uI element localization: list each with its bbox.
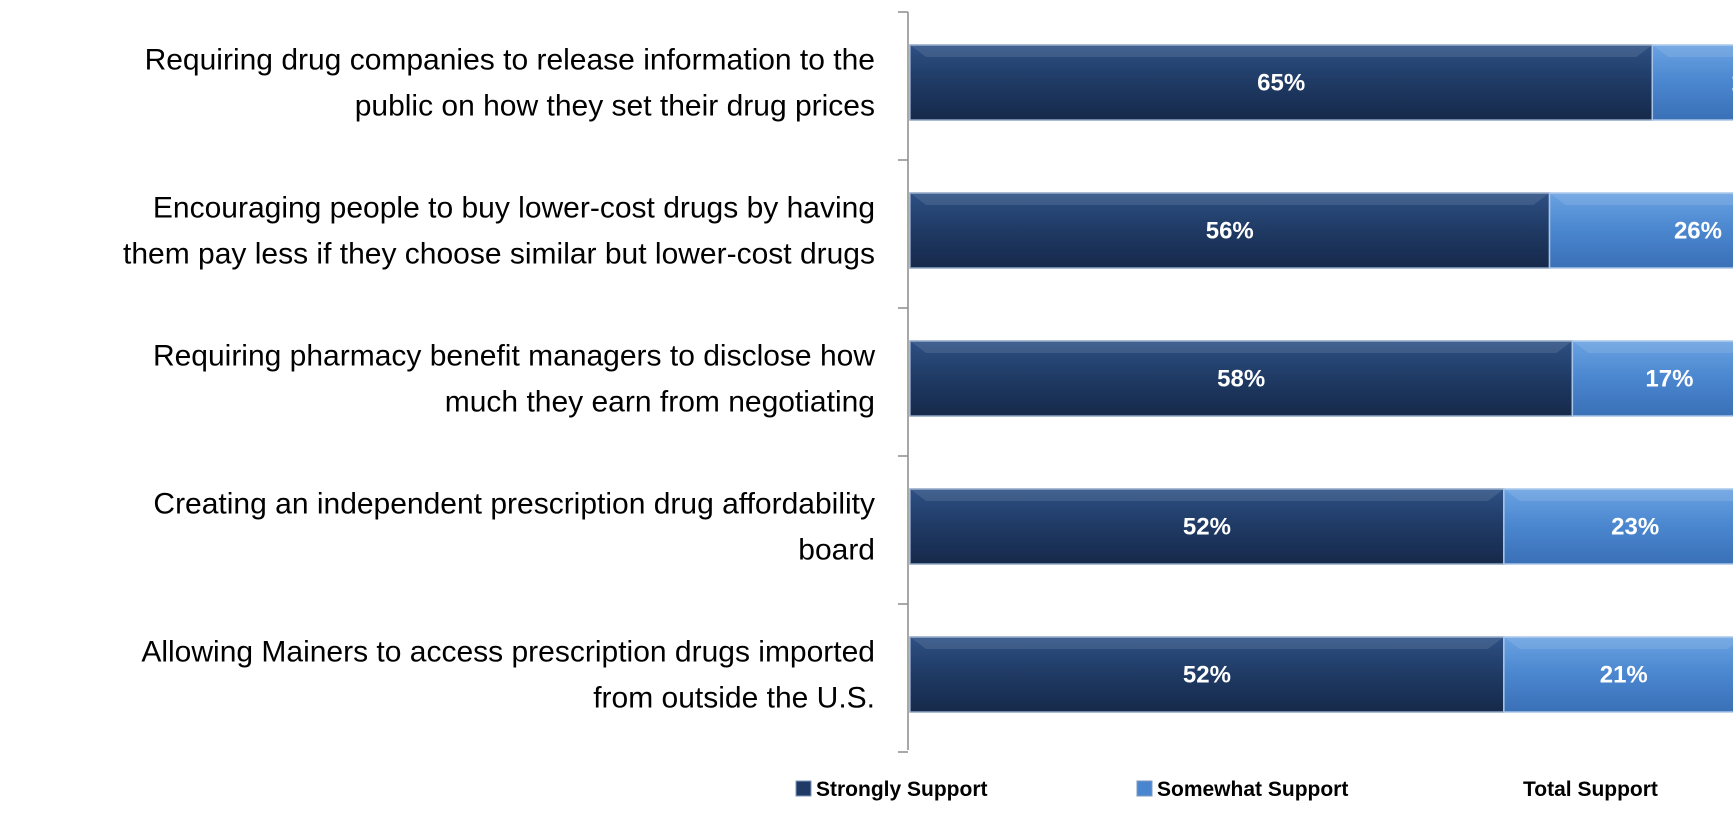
category-label: Creating an independent prescription dru… <box>153 488 875 521</box>
bar-bevel <box>1549 193 1733 205</box>
bar-strongly-support <box>909 636 1505 713</box>
bar-bevel <box>910 193 1550 205</box>
bar-segment-group: 56% <box>909 192 1551 269</box>
bar-value-label: 21% <box>1600 662 1648 689</box>
bar-segment-group: 52% <box>909 488 1505 565</box>
legend: Strongly Support Somewhat Support Total Su… <box>795 778 1658 801</box>
bar-value-label: 23% <box>1611 514 1659 541</box>
bar-value-label: 52% <box>1183 662 1231 689</box>
bar-segment-group: 21% <box>1503 636 1733 713</box>
bar-strongly-support <box>909 488 1505 565</box>
legend-label: Total Support <box>1523 778 1658 801</box>
bar-value-label: 26% <box>1674 218 1722 245</box>
bar-segment-group: 58% <box>909 340 1574 417</box>
bar-strongly-support <box>909 340 1574 417</box>
bar-bevel <box>910 637 1504 649</box>
legend-somewhat-support: Somewhat Support <box>1136 778 1348 801</box>
bar-somewhat-support <box>1651 44 1733 121</box>
category-label: Requiring pharmacy benefit managers to d… <box>153 340 875 373</box>
legend-strongly-support: Strongly Support <box>795 778 988 801</box>
bar-value-label: 58% <box>1217 366 1265 393</box>
category-label: board <box>798 534 875 567</box>
category-label: public on how they set their drug prices <box>355 90 875 123</box>
bar-bevel <box>910 489 1504 501</box>
legend-swatch <box>1136 780 1153 797</box>
category-label: Encouraging people to buy lower-cost dru… <box>153 192 875 225</box>
bar-segment-group: 26% <box>1548 192 1733 269</box>
bar-bevel <box>910 45 1653 57</box>
bar-value-label: 56% <box>1206 218 1254 245</box>
bar-segment-group: 18% <box>1651 44 1733 121</box>
bar-value-label: 18% <box>1731 70 1733 97</box>
bar-strongly-support <box>909 44 1654 121</box>
bar-segment-group: 23% <box>1503 488 1733 565</box>
category-label: from outside the U.S. <box>593 682 875 715</box>
bar-bevel <box>1503 489 1733 501</box>
bar-strongly-support <box>909 192 1551 269</box>
category-label: Allowing Mainers to access prescription … <box>141 636 875 669</box>
legend-total-support: Total Support <box>1523 778 1658 801</box>
bar-bevel <box>1503 637 1733 649</box>
bars: 65%18%84%56%26%82%58%17%76%52%23%74%52%2… <box>909 44 1733 713</box>
legend-swatch <box>795 780 812 797</box>
bar-segment-group: 65% <box>909 44 1654 121</box>
bar-somewhat-support <box>1548 192 1733 269</box>
bar-bevel <box>1572 341 1733 353</box>
bar-value-label: 17% <box>1645 366 1693 393</box>
legend-label: Somewhat Support <box>1157 778 1348 801</box>
bar-somewhat-support <box>1571 340 1733 417</box>
bar-bevel <box>1652 45 1733 57</box>
bar-value-label: 65% <box>1257 70 1305 97</box>
bar-somewhat-support <box>1503 636 1733 713</box>
category-labels: Requiring drug companies to release info… <box>123 44 875 715</box>
bar-somewhat-support <box>1503 488 1733 565</box>
bar-value-label: 52% <box>1183 514 1231 541</box>
category-label: them pay less if they choose similar but… <box>123 238 875 271</box>
category-label: much they earn from negotiating <box>445 386 875 419</box>
y-axis <box>898 11 909 753</box>
category-label: Requiring drug companies to release info… <box>145 44 875 77</box>
bar-segment-group: 52% <box>909 636 1505 713</box>
bar-segment-group: 17% <box>1571 340 1733 417</box>
legend-label: Strongly Support <box>816 778 988 801</box>
bar-bevel <box>910 341 1573 353</box>
